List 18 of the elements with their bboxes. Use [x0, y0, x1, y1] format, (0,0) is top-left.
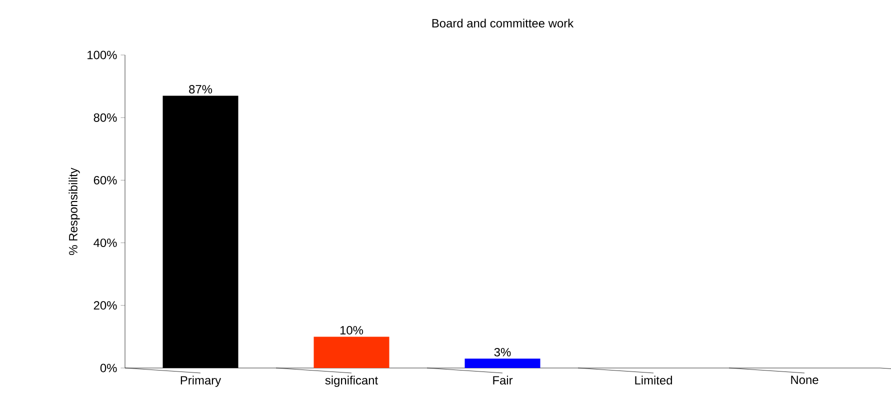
x-tick-label: Limited	[635, 376, 672, 385]
data-label: 3%	[494, 348, 511, 356]
data-label: 10%	[340, 326, 364, 334]
y-tick-label: 40%	[94, 238, 117, 248]
chart-title: Board and committee work	[432, 18, 574, 28]
y-tick-label: 0%	[100, 364, 117, 372]
x-tick-label: None	[791, 376, 818, 384]
y-axis-title: % Responsibility	[68, 168, 80, 255]
x-tick-label: Primary	[180, 376, 222, 387]
x-tick-label: Fair	[493, 376, 513, 385]
bar	[314, 336, 390, 368]
y-tick-label: 60%	[94, 176, 117, 184]
y-tick-label: 20%	[94, 301, 117, 310]
data-label: 87%	[189, 85, 212, 94]
x-tick-label: significant	[325, 376, 378, 387]
y-tick-label: 100%	[88, 50, 117, 60]
bar	[464, 358, 540, 368]
y-tick-label: 80%	[94, 113, 117, 122]
